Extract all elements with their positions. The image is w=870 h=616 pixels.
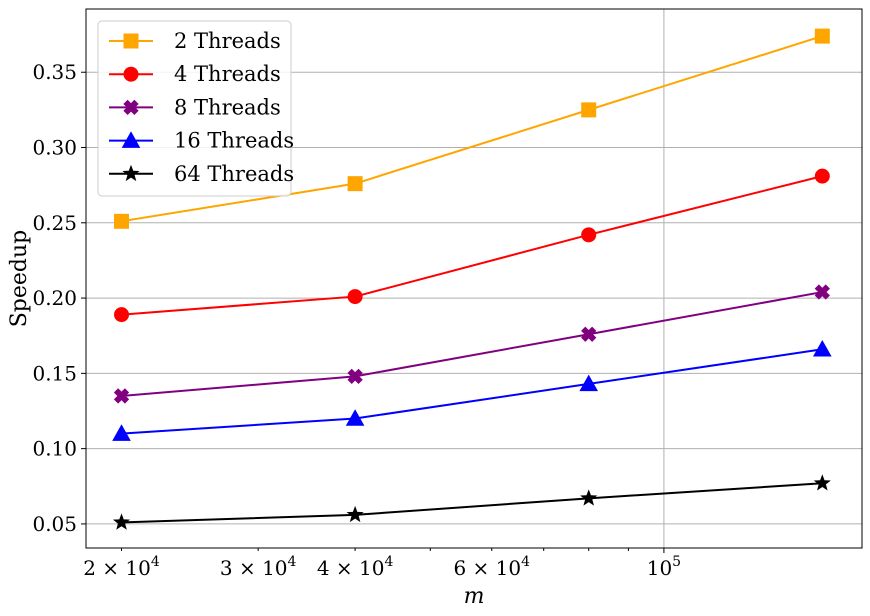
- data-point: [813, 474, 831, 491]
- x-tick-label: 4 × 104: [317, 554, 394, 580]
- legend-label: 2 Threads: [174, 29, 281, 53]
- data-point: [347, 289, 363, 305]
- legend-marker: [121, 131, 141, 148]
- series-group: [112, 28, 832, 530]
- series-4: [112, 474, 831, 530]
- legend-marker: [123, 33, 139, 49]
- legend-label: 64 Threads: [174, 162, 294, 186]
- y-tick-label: 0.25: [32, 211, 77, 235]
- series-0: [114, 28, 830, 229]
- tick-group: 0.05 0.10 0.15 0.20 0.25 0.30 0.35 2 × 104 3 × 1…: [32, 60, 681, 580]
- y-tick-label: 0.30: [32, 136, 77, 160]
- series-3: [112, 339, 832, 441]
- y-tick-label: 0.15: [32, 361, 77, 385]
- y-axis-label: Speedup: [7, 230, 32, 328]
- series-line: [121, 35, 823, 223]
- data-point: [579, 374, 599, 392]
- legend-item: 4 Threads: [109, 62, 281, 86]
- plot-frame: [85, 8, 863, 549]
- legend-box: [97, 20, 292, 197]
- y-tick-label: 0.10: [32, 437, 77, 461]
- data-point: [581, 326, 597, 342]
- y-tick-label: 0.35: [32, 60, 77, 84]
- legend-marker: [123, 66, 139, 82]
- data-point: [346, 505, 364, 523]
- legend-item: 64 Threads: [109, 162, 294, 186]
- data-point: [114, 307, 130, 323]
- data-point: [814, 284, 830, 300]
- data-point: [581, 102, 597, 118]
- data-point: [580, 489, 598, 506]
- data-point: [113, 388, 130, 404]
- series-line: [121, 482, 823, 524]
- data-point: [813, 339, 832, 357]
- legend-label: 8 Threads: [174, 95, 281, 119]
- data-point: [581, 227, 597, 243]
- series-line: [121, 348, 823, 435]
- data-point: [347, 176, 363, 192]
- legend-label: 4 Threads: [174, 62, 281, 86]
- legend-marker: [123, 99, 139, 116]
- legend: 2 Threads 4 Threads 8 Threads 16 Threads 64 …: [97, 20, 294, 197]
- legend-label: 16 Threads: [174, 129, 294, 153]
- series-1: [114, 168, 830, 323]
- legend-item: 8 Threads: [109, 95, 281, 119]
- y-tick-label: 0.05: [32, 512, 77, 536]
- legend-marker: [122, 164, 140, 182]
- legend-item: 2 Threads: [109, 29, 281, 53]
- x-tick-label: 3 × 104: [220, 554, 297, 580]
- data-point: [345, 409, 365, 426]
- legend-item: 16 Threads: [109, 129, 294, 153]
- y-tick-label: 0.20: [32, 286, 77, 310]
- x-tick-label: 105: [647, 554, 681, 580]
- x-tick-label: 2 × 104: [83, 554, 160, 580]
- data-point: [814, 168, 830, 184]
- data-point: [347, 368, 363, 384]
- series-line: [121, 175, 823, 316]
- series-2: [113, 284, 830, 404]
- data-point: [112, 513, 131, 530]
- x-tick-label: 6 × 104: [453, 554, 530, 580]
- data-point: [114, 213, 130, 229]
- x-axis-label: m: [464, 584, 485, 609]
- data-point: [814, 28, 830, 44]
- series-line: [121, 291, 823, 397]
- data-point: [112, 424, 131, 441]
